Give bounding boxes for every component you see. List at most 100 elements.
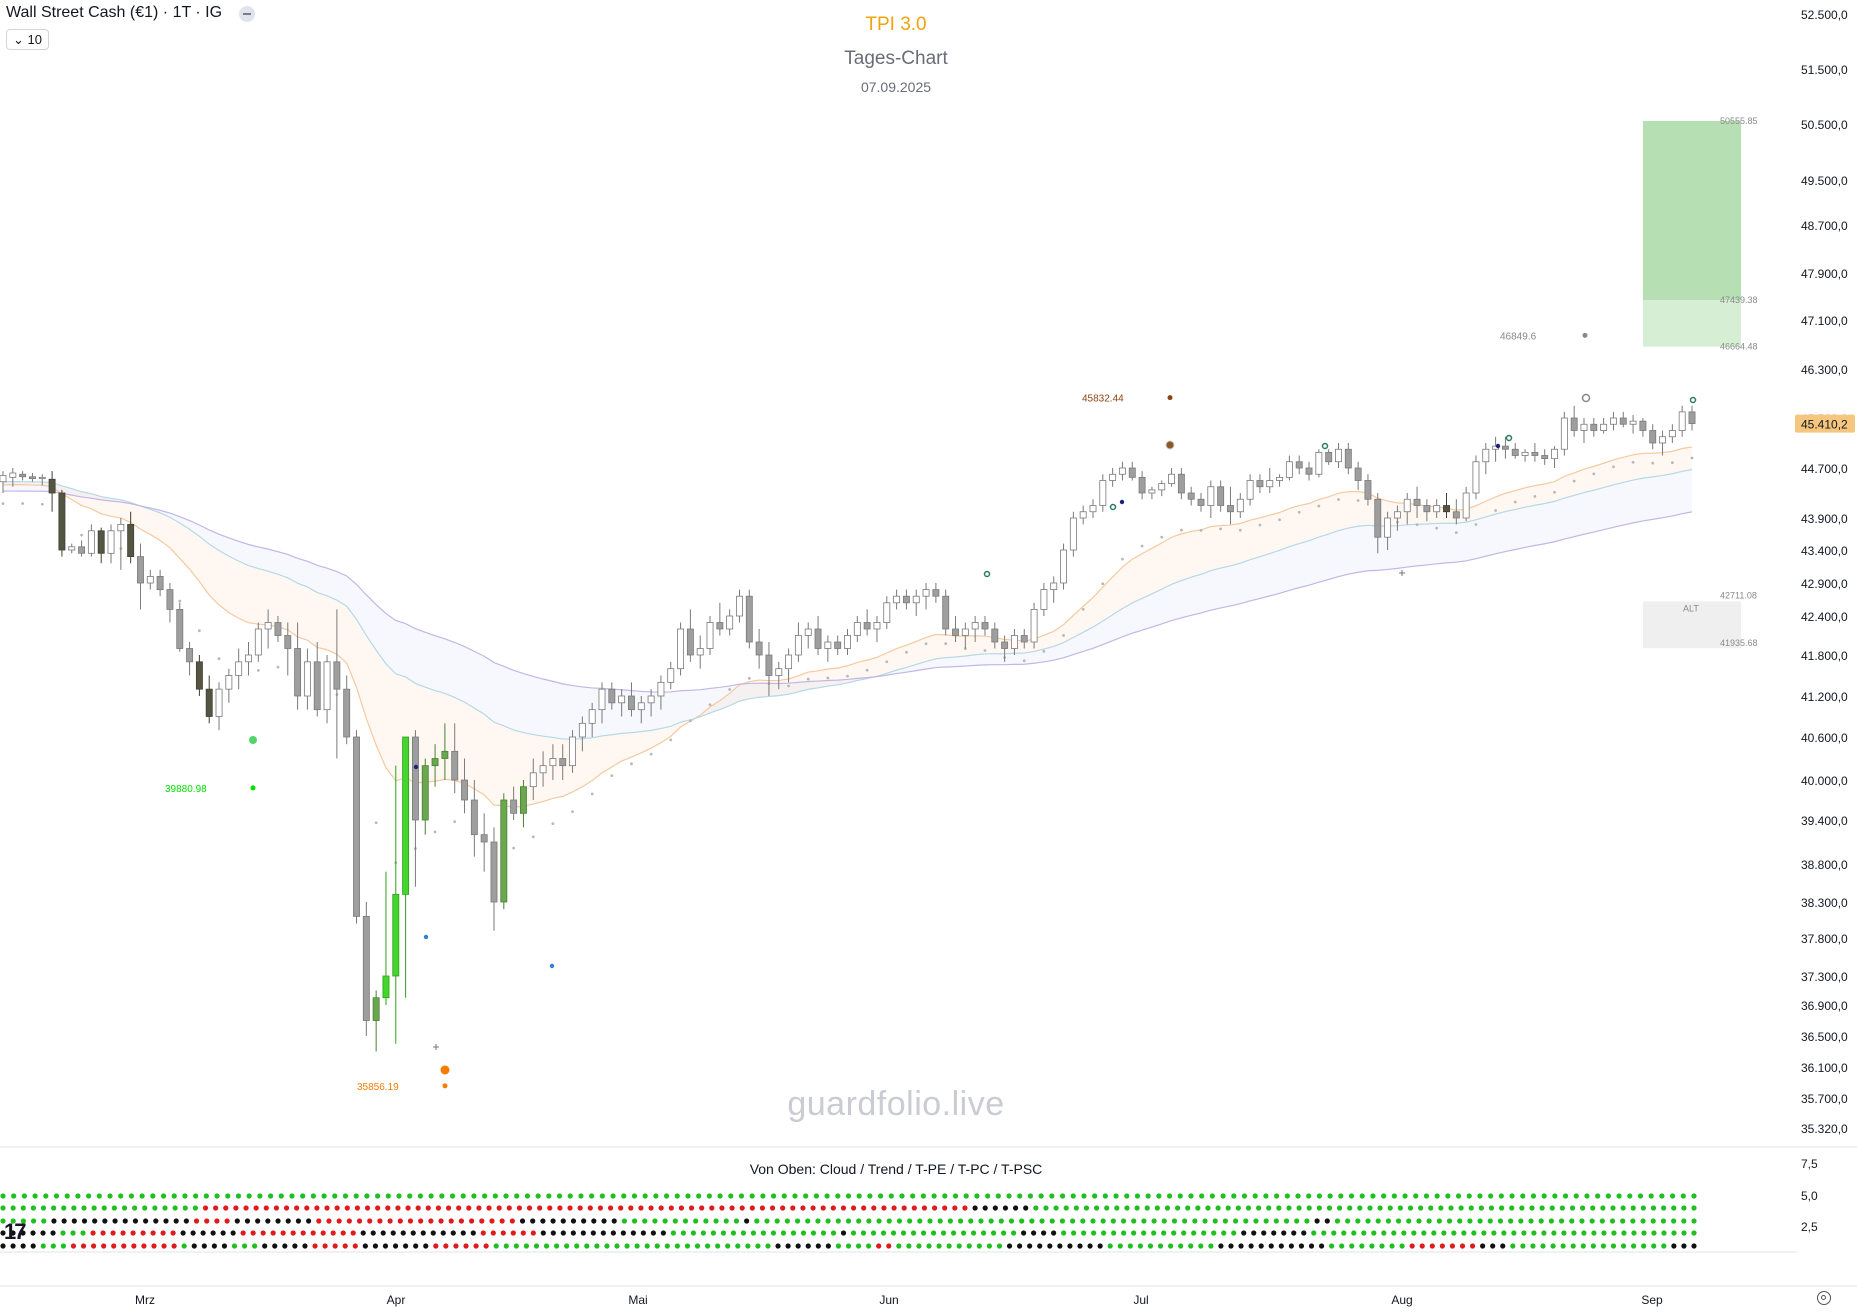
indicator-dot (554, 1243, 560, 1249)
ema-cloud-lower (3, 469, 1692, 740)
candle-body (569, 736, 576, 767)
candle-body (1570, 417, 1578, 431)
indicator-dot (230, 1230, 236, 1236)
indicator-dot (180, 1230, 186, 1236)
indicator-dot (1278, 1243, 1284, 1249)
indicator-dot (880, 1230, 887, 1236)
candle-body (804, 628, 812, 636)
indicator-dot (201, 1243, 207, 1249)
trail-dot (1356, 499, 1360, 502)
price-axis-label: 51.500,0 (1801, 63, 1848, 77)
indicator-dot (460, 1193, 466, 1199)
indicator-dot (1341, 1230, 1347, 1236)
indicator-dot (160, 1193, 167, 1199)
indicator-dot (1627, 1193, 1633, 1199)
indicator-dot (1569, 1205, 1576, 1211)
indicator-dot (1304, 1218, 1310, 1224)
indicator-dot (223, 1205, 229, 1211)
last-price-badge (1795, 414, 1855, 433)
candle-body (294, 648, 302, 697)
indicator-dot (483, 1243, 489, 1249)
candle-body (549, 758, 557, 767)
indicator-dot (1100, 1218, 1106, 1224)
indicator-dot (621, 1218, 627, 1224)
indicator-dot (1261, 1230, 1267, 1236)
price-axis-label: 39.400,0 (1801, 814, 1848, 828)
indicator-dot (781, 1193, 787, 1199)
annotation-label: 35856.19 (357, 1082, 399, 1093)
price-axis-label: 40.600,0 (1801, 731, 1848, 745)
indicator-dot (704, 1243, 711, 1249)
candle-body (1580, 423, 1588, 431)
candle-body (38, 476, 46, 480)
settings-icon[interactable] (1817, 1291, 1831, 1305)
indicator-dot (690, 1230, 697, 1236)
indicator-dot (956, 1243, 962, 1249)
indicator-dot (921, 1205, 928, 1211)
candle-body (922, 589, 930, 597)
candle-body (1069, 517, 1077, 551)
candle-body (225, 675, 233, 690)
trail-dot (1121, 557, 1124, 561)
indicator-dot (250, 1230, 256, 1236)
indicator-dot (471, 1193, 477, 1199)
indicator-dot (417, 1193, 423, 1199)
indicator-dot (543, 1243, 550, 1249)
indicator-dot (881, 1205, 887, 1211)
indicator-dot (385, 1205, 391, 1211)
indicator-dot (1531, 1230, 1537, 1236)
indicator-dot (362, 1243, 368, 1249)
trail-dot (905, 650, 908, 654)
indicator-dot (628, 1205, 634, 1211)
indicator-count-button[interactable]: ⌄ 10 (6, 29, 49, 50)
indicator-dot (1243, 1218, 1249, 1224)
indicator-dot (11, 1193, 17, 1199)
candle-body (1305, 467, 1313, 475)
ema-line-fast (2, 446, 1693, 808)
indicator-dot (1681, 1205, 1687, 1211)
indicator-dot (225, 1193, 231, 1199)
indicator-dot (1308, 1243, 1315, 1249)
indicator-dot (1154, 1205, 1160, 1211)
candle-body (1384, 517, 1392, 538)
indicator-dot (1006, 1243, 1013, 1249)
time-axis-label: Jun (879, 1293, 898, 1307)
indicator-dot (1661, 1205, 1667, 1211)
indicator-dot (1141, 1218, 1147, 1224)
indicator-dot (1228, 1243, 1234, 1249)
indicator-dot (480, 1230, 486, 1236)
indicator-dot (202, 1205, 209, 1211)
indicator-dot (272, 1243, 278, 1249)
indicator-dot (1641, 1243, 1647, 1249)
indicator-dot (634, 1243, 640, 1249)
indicator-dot (1222, 1218, 1229, 1224)
candle-body (775, 668, 783, 676)
candle-body (1079, 511, 1087, 519)
candle-body (303, 661, 311, 697)
indicator-dot (70, 1243, 77, 1249)
indicator-dot (278, 1193, 284, 1199)
price-axis-label: 46.300,0 (1801, 363, 1848, 377)
collapse-legend-button[interactable] (239, 6, 255, 22)
indicator-dot (1367, 1205, 1373, 1211)
indicator-dot (1093, 1205, 1100, 1211)
indicator-dot (86, 1193, 92, 1199)
candle-body (628, 695, 635, 711)
indicator-dot (214, 1218, 220, 1224)
indicator-dot (1519, 1205, 1525, 1211)
indicator-dot (70, 1230, 76, 1236)
indicator-dot (81, 1205, 87, 1211)
indicator-dot (876, 1218, 882, 1224)
candle-body (1266, 480, 1274, 488)
indicator-axis-label: 5,0 (1801, 1189, 1818, 1203)
indicator-dot (710, 1230, 717, 1236)
indicator-dot (1273, 1218, 1279, 1224)
indicator-dot (0, 1193, 6, 1199)
trail-dot (708, 703, 712, 707)
indicator-dot (342, 1243, 348, 1249)
target-zone (1643, 120, 1741, 301)
candle-body (1629, 420, 1637, 425)
indicator-dot (334, 1205, 340, 1211)
candle-body (873, 622, 881, 630)
